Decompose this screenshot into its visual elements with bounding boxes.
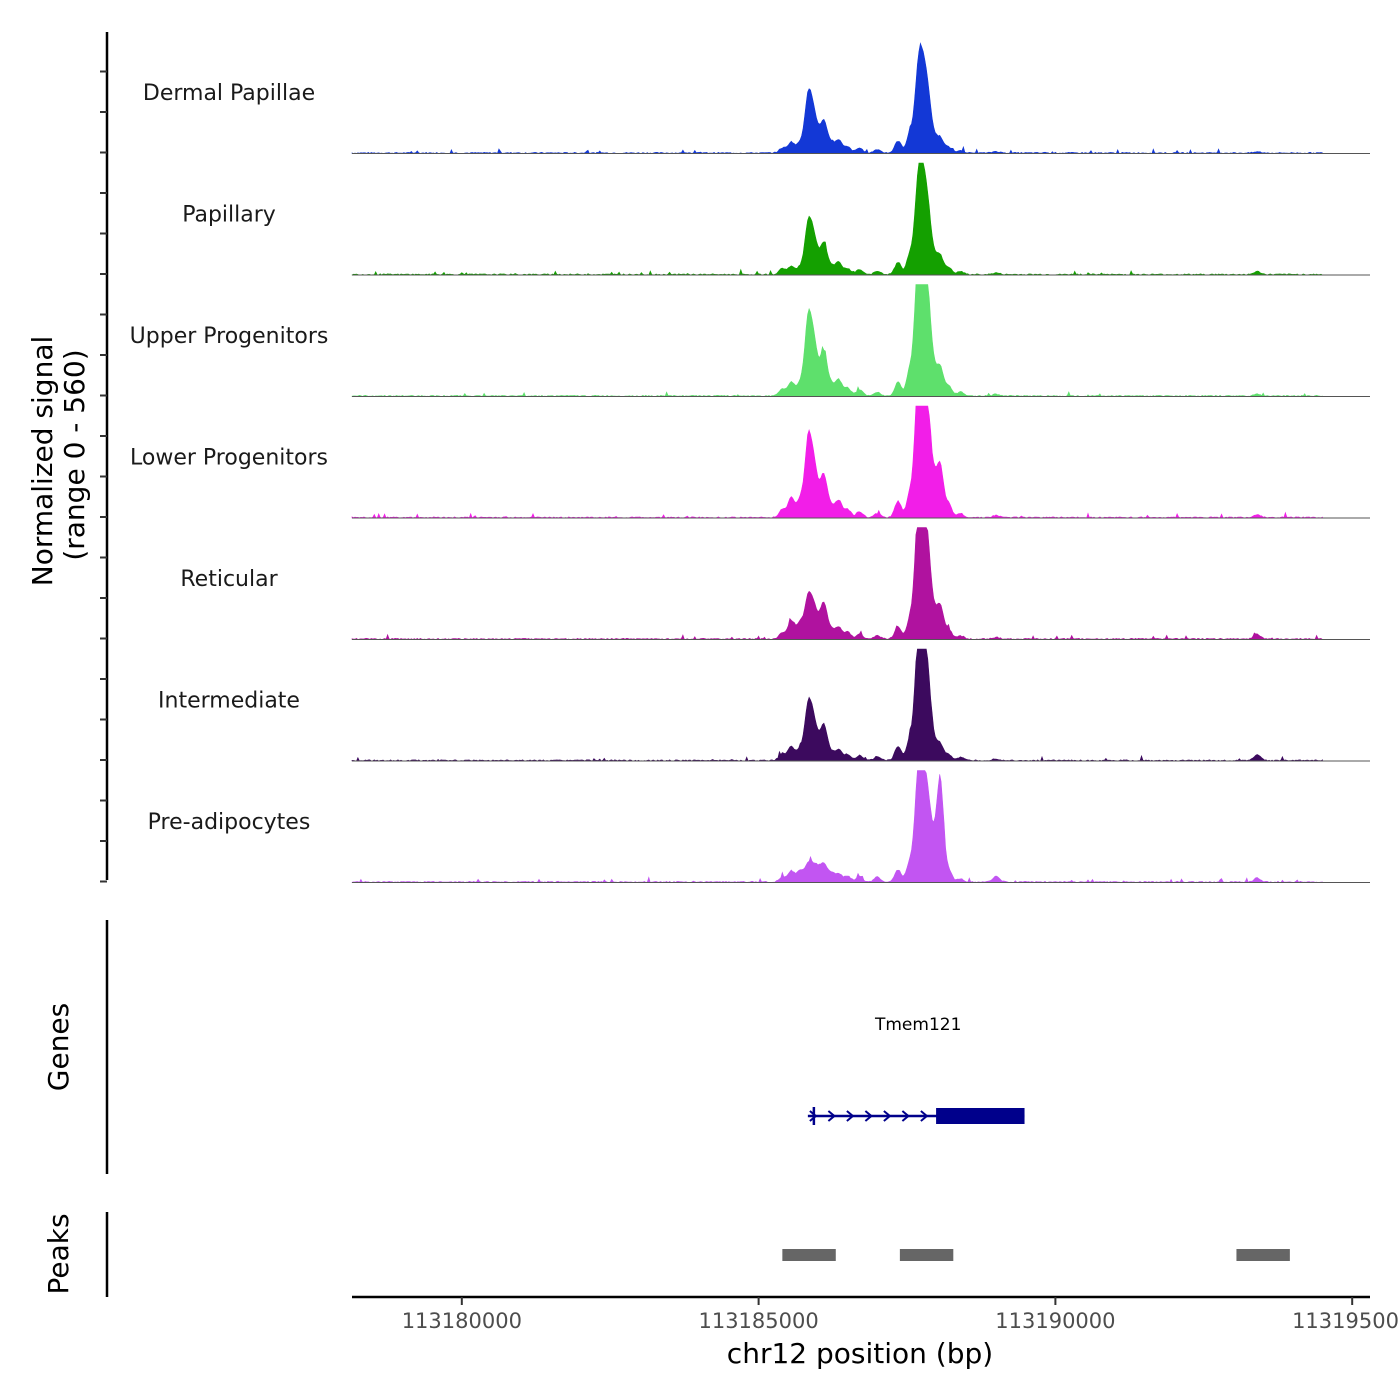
- track-intermediate: Intermediate: [158, 648, 1370, 762]
- track-label: Dermal Papillae: [143, 81, 315, 106]
- track-dermal-papillae: Dermal Papillae: [143, 42, 1370, 154]
- gene-label: Tmem121: [874, 1015, 961, 1035]
- y-axis-title-line1: Normalized signal: [26, 336, 59, 587]
- peak-region: [782, 1249, 836, 1261]
- genes-panel-title: Genes: [42, 1003, 75, 1091]
- track-reticular: Reticular: [180, 527, 1370, 640]
- signal-area: [351, 648, 1323, 762]
- peak-region: [899, 1249, 954, 1261]
- strand-arrow: [864, 1110, 873, 1122]
- peak-region: [1236, 1249, 1290, 1261]
- x-tick-label: 113180000: [402, 1309, 522, 1333]
- x-tick-label: 113185000: [698, 1309, 818, 1333]
- signal-area: [351, 284, 1323, 397]
- gene-exon-block: [936, 1108, 1025, 1124]
- x-tick-label: 113195000: [1292, 1309, 1400, 1333]
- strand-arrow: [920, 1110, 929, 1122]
- strand-arrow: [883, 1110, 892, 1122]
- track-label: Papillary: [182, 203, 276, 228]
- strand-arrow: [846, 1110, 855, 1122]
- track-label: Pre-adipocytes: [148, 810, 311, 835]
- strand-arrow: [827, 1110, 836, 1122]
- y-axis-title-line2: (range 0 - 560): [58, 349, 91, 560]
- track-label: Intermediate: [158, 689, 300, 714]
- track-label: Upper Progenitors: [130, 324, 329, 349]
- strand-arrow: [809, 1110, 818, 1122]
- track-pre-adipocytes: Pre-adipocytes: [148, 770, 1370, 883]
- peak-track: [782, 1249, 1290, 1261]
- x-axis-title: chr12 position (bp): [727, 1337, 993, 1370]
- coverage-y-axis: [100, 32, 109, 883]
- x-tick-label: 113190000: [995, 1309, 1115, 1333]
- track-upper-progenitors: Upper Progenitors: [130, 284, 1370, 397]
- strand-arrow: [901, 1110, 910, 1122]
- track-label: Lower Progenitors: [130, 446, 328, 471]
- signal-area: [351, 405, 1323, 519]
- peaks-panel-title: Peaks: [42, 1213, 75, 1294]
- track-papillary: Papillary: [182, 162, 1370, 276]
- signal-area: [351, 527, 1323, 640]
- signal-area: [351, 162, 1323, 276]
- x-axis-ticks: 113180000 113185000 113190000 113195000: [402, 1297, 1400, 1333]
- signal-area: [351, 42, 1323, 154]
- track-label: Reticular: [180, 567, 278, 592]
- coverage-tracks: Dermal Papillae Papillary Upper Progenitor…: [130, 42, 1370, 883]
- track-lower-progenitors: Lower Progenitors: [130, 405, 1370, 519]
- signal-area: [351, 770, 1323, 883]
- gene-track: Tmem121: [807, 1015, 1025, 1125]
- gene-tmem121: Tmem121: [807, 1015, 1025, 1125]
